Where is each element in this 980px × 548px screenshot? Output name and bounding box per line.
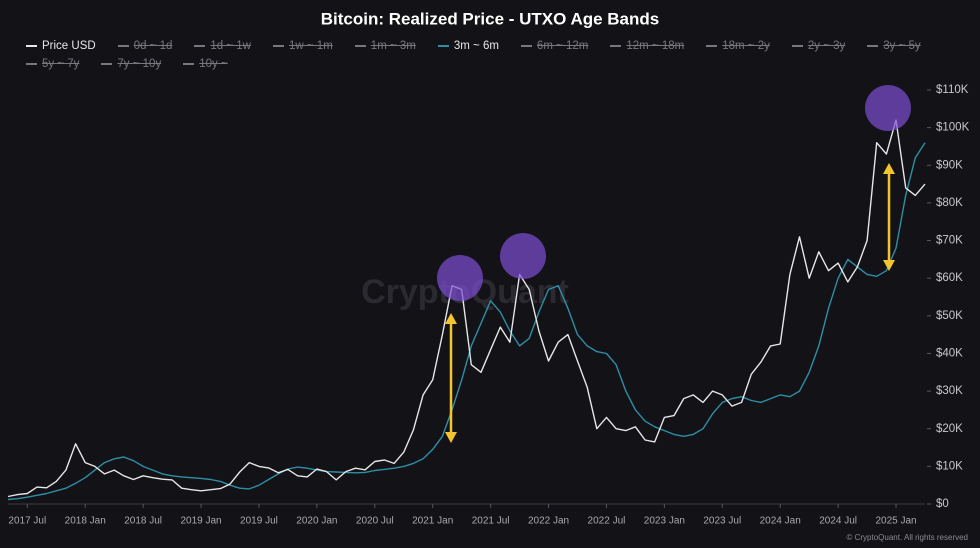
legend-item[interactable]: 5y ~ 7y <box>26 56 79 71</box>
arrow-head <box>445 432 457 443</box>
legend-item[interactable]: 3y ~ 5y <box>867 38 921 53</box>
x-tick-label: 2024 Jan <box>760 516 801 527</box>
legend-label: Price USD <box>42 39 96 52</box>
legend-item[interactable]: 1m ~ 3m <box>354 38 416 53</box>
y-tick-label: $30K <box>936 385 963 397</box>
legend-swatch <box>610 44 622 47</box>
legend-label: 3y ~ 5y <box>883 39 921 52</box>
legend: Price USD 0d ~ 1d 1d ~ 1w 1w ~ 1m 1m ~ 3m 3m … <box>26 38 966 71</box>
legend-swatch <box>867 44 879 47</box>
x-tick-label: 2024 Jul <box>819 516 857 527</box>
plot-area: $0 $10K $20K $30K $40K $50K $60K $70K $80K $90K $1… <box>7 84 970 527</box>
legend-swatch <box>354 44 366 47</box>
y-tick-label: $90K <box>936 159 963 171</box>
footer: © CryptoQuant. All rights reserved <box>847 533 969 542</box>
highlight-circle <box>437 255 483 301</box>
y-tick-label: $50K <box>936 310 963 322</box>
legend-swatch <box>26 62 37 65</box>
legend-item[interactable]: 0d ~ 1d <box>117 38 173 53</box>
legend-item[interactable]: 2y ~ 3y <box>791 38 846 53</box>
legend-item[interactable]: 18m ~ 2y <box>706 38 770 53</box>
series-line <box>7 119 926 498</box>
legend-item[interactable]: 12m ~ 18m <box>610 38 684 53</box>
legend-item[interactable]: 3m ~ 6m <box>437 38 499 53</box>
x-tick-label: 2022 Jan <box>528 516 569 527</box>
legend-item[interactable]: 6m ~ 12m <box>520 38 589 53</box>
y-tick-label: $60K <box>936 272 963 284</box>
x-tick-label: 2018 Jan <box>65 516 106 527</box>
legend-label: 1m ~ 3m <box>370 39 416 52</box>
x-tick-label: 2023 Jul <box>703 516 741 527</box>
y-tick-label: $100K <box>936 122 970 134</box>
x-tick-label: 2020 Jul <box>356 516 394 527</box>
annotations <box>437 85 911 443</box>
x-tick-label: 2017 Jul <box>8 516 46 527</box>
highlight-circle <box>500 233 546 279</box>
x-tick-label: 2019 Jan <box>180 516 221 527</box>
legend-swatch <box>791 44 803 47</box>
x-tick-label: 2023 Jan <box>644 516 685 527</box>
x-tick-label: 2019 Jul <box>240 516 278 527</box>
legend-swatch <box>183 62 195 65</box>
x-tick-label: 2022 Jul <box>588 516 626 527</box>
legend-label: 7y ~ 10y <box>117 57 162 70</box>
arrow-head <box>883 260 895 271</box>
legend-swatch <box>101 62 113 65</box>
legend-item[interactable]: 10y ~ <box>183 56 228 71</box>
legend-label: 5y ~ 7y <box>42 57 80 70</box>
legend-item[interactable]: 1w ~ 1m <box>273 38 333 53</box>
legend-swatch <box>437 44 449 47</box>
arrow <box>445 313 457 443</box>
legend-label: 3m ~ 6m <box>453 39 499 52</box>
legend-label: 1w ~ 1m <box>289 39 333 52</box>
series-line <box>7 142 926 501</box>
y-tick-label: $10K <box>936 460 963 472</box>
chart-title: Bitcoin: Realized Price - UTXO Age Bands <box>321 9 660 28</box>
legend-swatch <box>520 44 532 47</box>
y-tick-label: $80K <box>936 197 963 209</box>
x-tick-label: 2020 Jan <box>296 516 337 527</box>
y-tick-label: $40K <box>936 347 963 359</box>
highlight-circle <box>865 85 911 131</box>
legend-label: 1d ~ 1w <box>210 39 251 52</box>
arrow <box>883 163 895 271</box>
y-tick-label: $110K <box>936 84 969 96</box>
legend-item[interactable]: 1d ~ 1w <box>194 38 251 53</box>
legend-label: 18m ~ 2y <box>722 39 770 52</box>
legend-item[interactable]: Price USD <box>26 38 96 53</box>
arrow-head <box>445 313 457 324</box>
x-tick-label: 2021 Jul <box>472 516 510 527</box>
x-tick-label: 2025 Jan <box>875 516 916 527</box>
legend-label: 12m ~ 18m <box>626 39 685 52</box>
legend-swatch <box>194 44 206 47</box>
x-tick-label: 2018 Jul <box>124 516 162 527</box>
legend-label: 6m ~ 12m <box>536 39 589 52</box>
legend-item[interactable]: 7y ~ 10y <box>101 56 161 71</box>
legend-swatch <box>117 44 129 47</box>
legend-label: 2y ~ 3y <box>807 39 846 52</box>
legend-label: 10y ~ <box>199 57 228 70</box>
y-tick-label: $20K <box>936 423 963 435</box>
x-tick-label: 2021 Jan <box>412 516 453 527</box>
arrow-head <box>883 163 895 174</box>
y-tick-label: $70K <box>936 235 963 247</box>
legend-swatch <box>273 44 284 47</box>
legend-swatch <box>706 44 718 47</box>
legend-swatch <box>26 44 37 47</box>
y-tick-label: $0 <box>936 498 949 510</box>
legend-label: 0d ~ 1d <box>133 39 173 52</box>
